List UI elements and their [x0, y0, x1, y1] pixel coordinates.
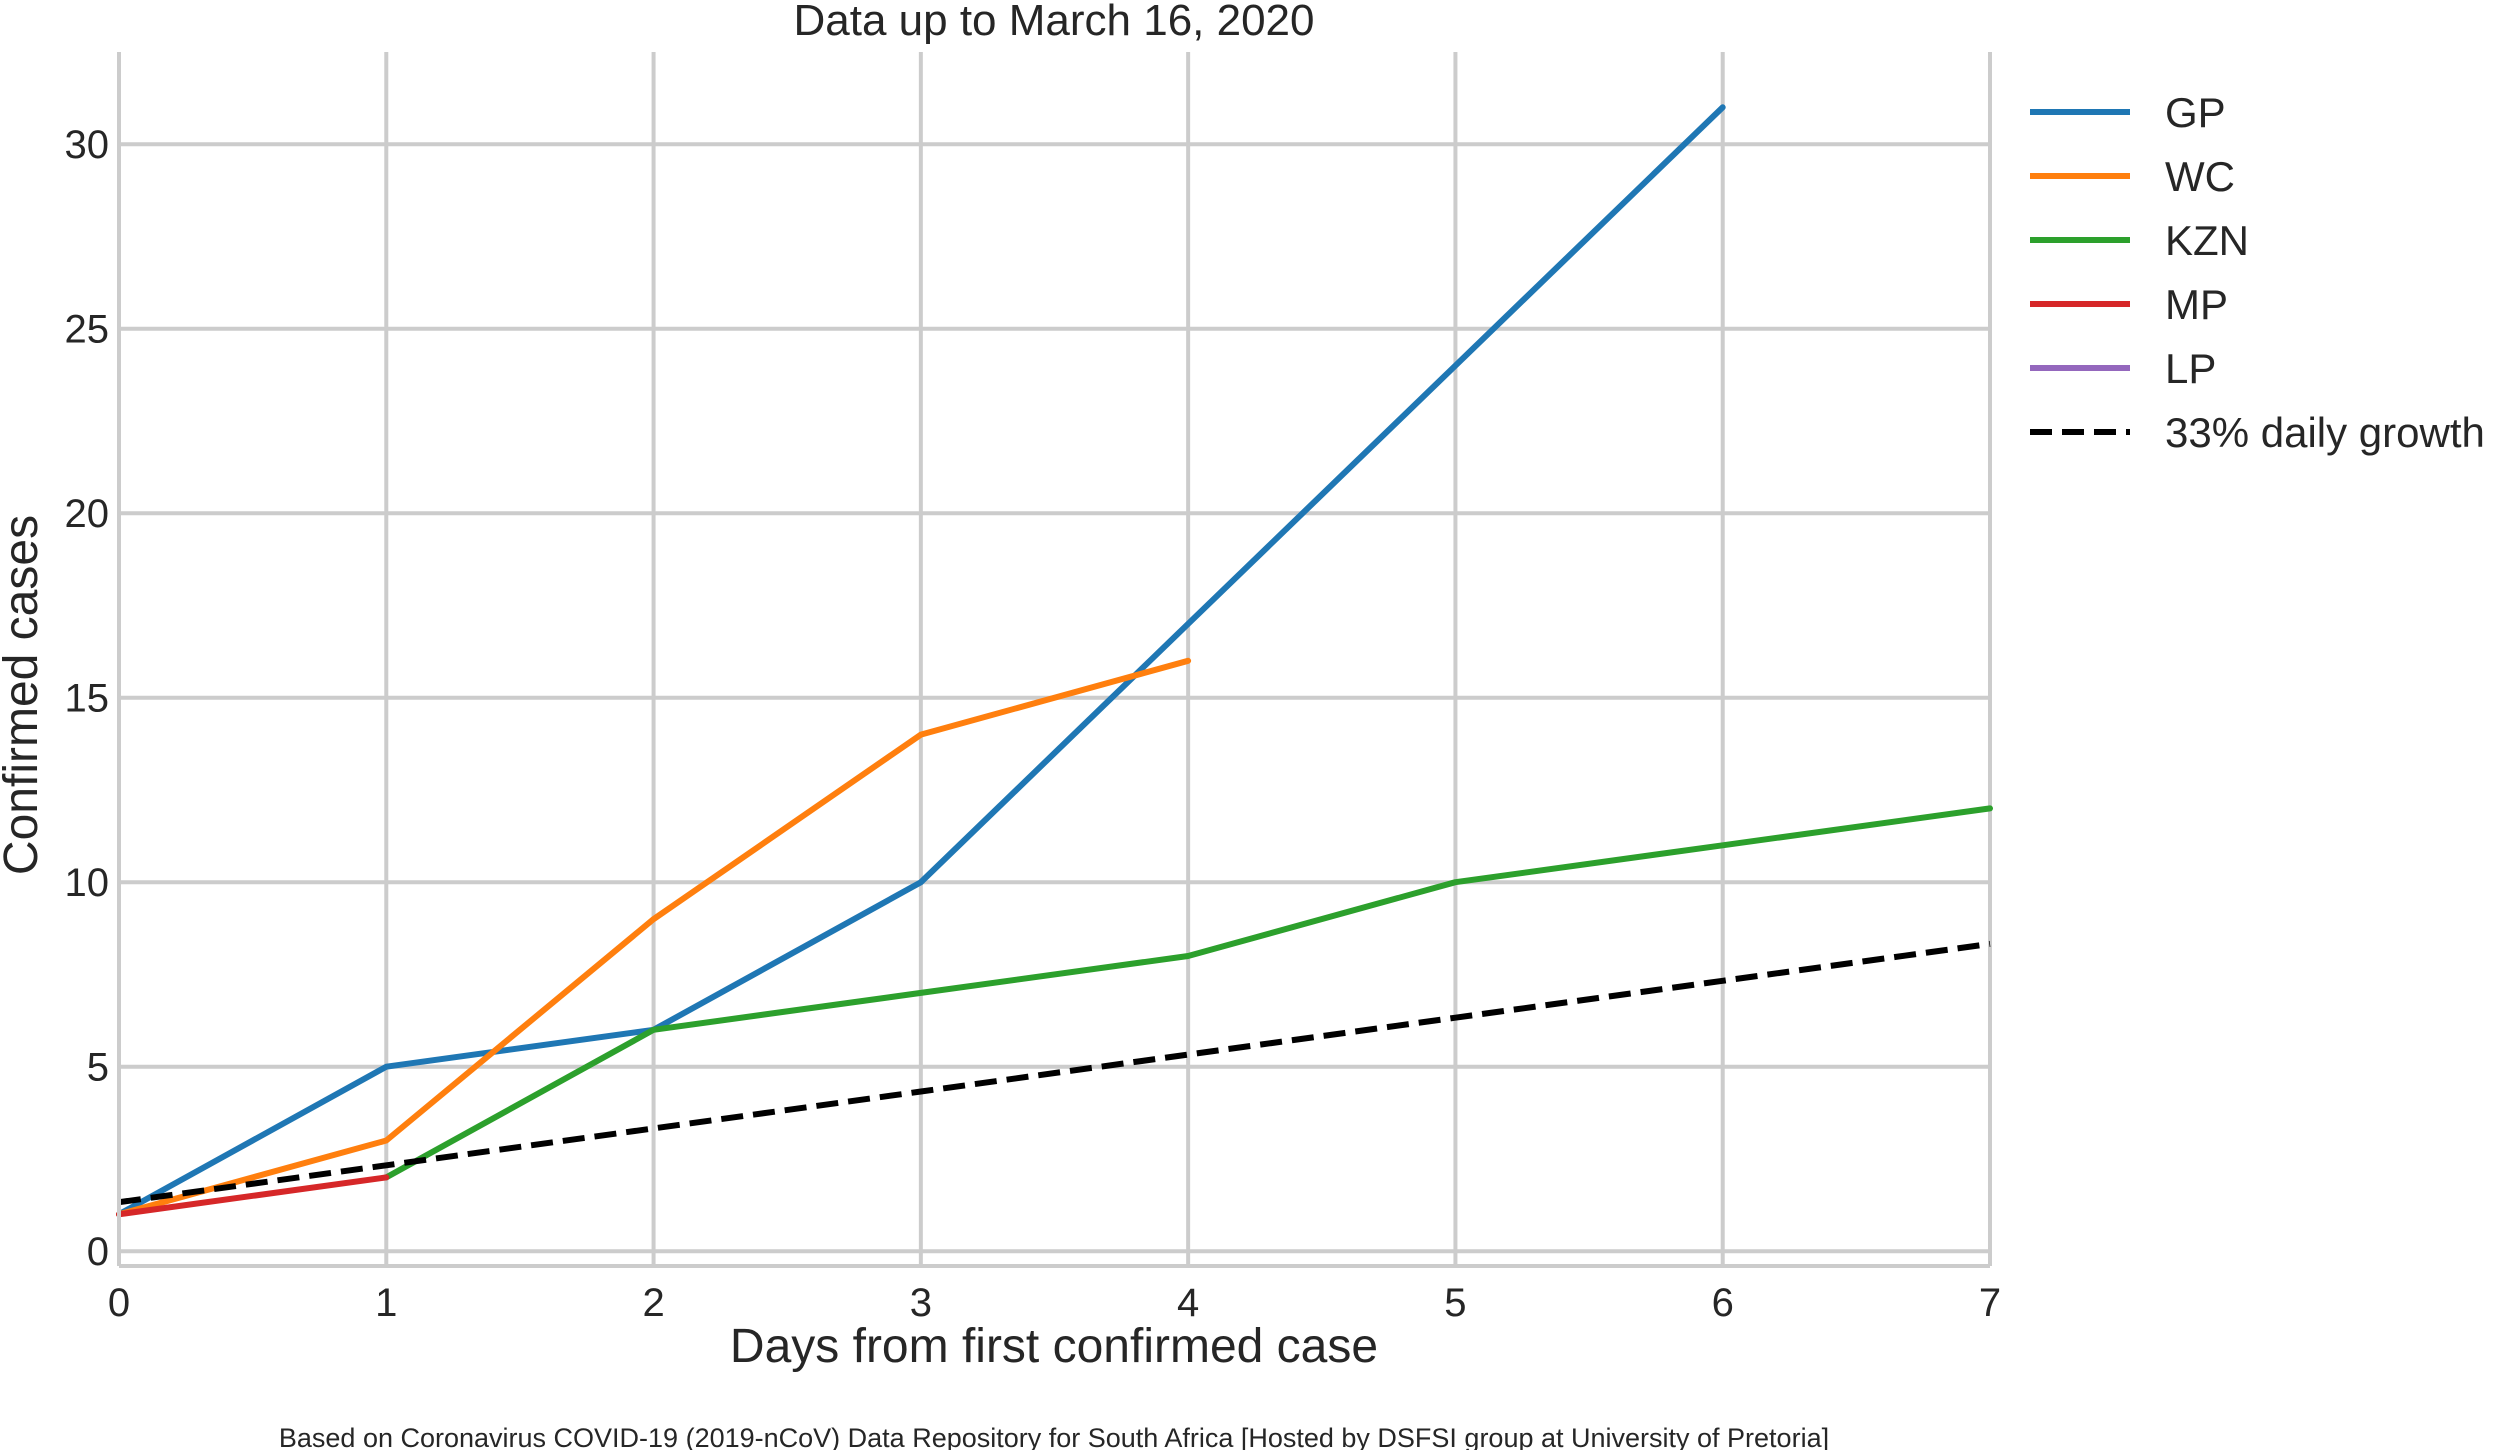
legend: GP WC KZN MP LP 33% daily growth [2030, 89, 2485, 456]
grid-lines [117, 52, 1992, 1266]
y-tick-label: 30 [65, 123, 110, 167]
x-tick-label: 6 [1712, 1281, 1734, 1325]
x-tick-label: 7 [1979, 1281, 2001, 1325]
x-tick-label: 5 [1444, 1281, 1466, 1325]
x-axis-label: Days from first confirmed case [730, 1320, 1378, 1373]
legend-label-gp: GP [2165, 89, 2226, 136]
x-tick-label: 0 [108, 1281, 130, 1325]
x-tick-label: 2 [642, 1281, 664, 1325]
legend-label-wc: WC [2165, 153, 2235, 200]
y-axis-label: Confirmed cases [0, 515, 48, 875]
series-line-wc [116, 657, 1192, 1218]
legend-label-lp: LP [2165, 345, 2216, 392]
legend-label-mp: MP [2165, 281, 2228, 328]
series-line-mp [116, 1174, 390, 1218]
y-tick-label: 5 [87, 1046, 109, 1090]
source-footnote: Based on Coronavirus COVID-19 (2019-nCoV… [279, 1423, 1829, 1450]
y-tick-label: 10 [65, 861, 110, 905]
series-line-kzn [383, 805, 1993, 1181]
legend-label-33-daily-growth: 33% daily growth [2165, 409, 2485, 456]
series-lines [116, 104, 1993, 1218]
legend-label-kzn: KZN [2165, 217, 2249, 264]
series-line-gp [116, 104, 1726, 1218]
x-tick-label: 1 [375, 1281, 397, 1325]
series-line-33-daily-growth [118, 940, 1991, 1206]
axes: 0 1 2 3 4 5 6 7 0 5 10 15 20 25 30 [65, 52, 2001, 1325]
y-tick-label: 25 [65, 308, 110, 352]
x-tick-label: 4 [1177, 1281, 1199, 1325]
y-tick-label: 20 [65, 492, 110, 536]
y-tick-label: 15 [65, 677, 110, 721]
x-tick-label: 3 [910, 1281, 932, 1325]
chart-title: Data up to March 16, 2020 [794, 0, 1315, 45]
y-tick-label: 0 [87, 1230, 109, 1274]
